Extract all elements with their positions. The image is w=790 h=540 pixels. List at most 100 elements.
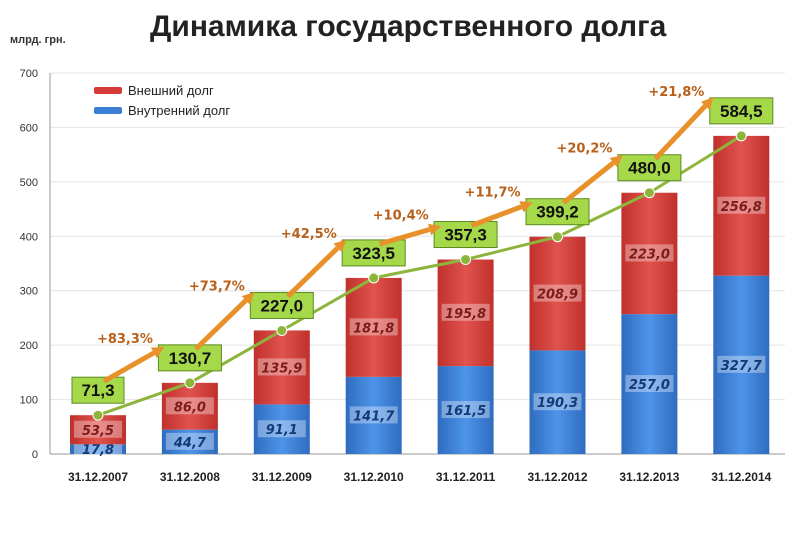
legend: Внешний долг Внутренний долг [90, 78, 235, 122]
bar-external [345, 277, 402, 377]
total-point [552, 231, 563, 243]
y-tick-label: 300 [20, 286, 38, 298]
bar-internal [345, 376, 402, 454]
data-label: 195,8 [445, 307, 486, 322]
total-point [643, 187, 655, 199]
legend-label: Внутренний долг [128, 102, 231, 118]
y-tick-label: 500 [20, 177, 38, 189]
total-point [92, 409, 104, 421]
data-label: 256,8 [721, 200, 762, 215]
total-label: 357,3 [444, 226, 487, 245]
growth-arrow-head [333, 239, 347, 253]
growth-arrow [561, 160, 615, 205]
data-label-bg [717, 196, 766, 214]
data-label: 208,9 [537, 288, 578, 303]
total-label: 227,0 [261, 296, 304, 315]
data-label: 17,8 [82, 443, 114, 458]
total-label: 399,2 [536, 203, 579, 222]
data-label-bg [441, 303, 490, 321]
legend-item-external: Внешний долг [94, 80, 230, 100]
total-box [157, 344, 222, 372]
data-label: 135,9 [261, 361, 302, 376]
growth-label: +83,3% [97, 332, 153, 347]
legend-label: Внешний долг [128, 82, 214, 98]
bar-external [437, 259, 494, 367]
data-label: 181,8 [353, 321, 394, 336]
data-label: 53,5 [82, 424, 114, 439]
x-tick-label: 31.12.2014 [711, 470, 771, 484]
bar-internal [529, 350, 586, 454]
unit-label: млрд. грн. [10, 34, 66, 46]
growth-arrow-head [427, 223, 442, 236]
growth-arrow-head [150, 346, 165, 359]
y-tick-label: 0 [32, 449, 38, 461]
total-line [97, 134, 743, 417]
x-tick-label: 31.12.2010 [344, 470, 404, 484]
growth-arrow [194, 298, 248, 351]
growth-arrow [470, 204, 523, 228]
x-tick-label: 31.12.2012 [527, 470, 587, 484]
bar-internal [161, 429, 218, 454]
growth-arrow [379, 227, 431, 247]
data-label: 327,7 [721, 359, 763, 374]
y-tick-label: 700 [20, 68, 38, 80]
total-label: 323,5 [352, 244, 395, 263]
data-label-bg [257, 358, 306, 376]
y-tick-label: 600 [20, 122, 38, 134]
total-box [709, 97, 774, 125]
data-label-bg [441, 401, 490, 419]
growth-arrow [102, 350, 156, 384]
data-label: 44,7 [173, 436, 207, 451]
bar-external [529, 236, 586, 351]
growth-label: +73,7% [189, 279, 245, 294]
growth-label: +20,2% [556, 142, 612, 157]
legend-swatch-internal [94, 106, 122, 114]
x-tick-label: 31.12.2011 [436, 470, 496, 484]
total-box [341, 239, 406, 267]
data-label: 190,3 [537, 396, 578, 411]
total-box [433, 221, 498, 249]
growth-arrow-head [609, 155, 623, 168]
data-label-bg [349, 318, 398, 336]
data-label: 223,0 [629, 247, 670, 262]
data-label-bg [717, 355, 766, 373]
data-label-bg [349, 406, 398, 424]
total-point [368, 272, 380, 284]
growth-label: +10,4% [373, 209, 429, 224]
total-point [460, 254, 472, 266]
total-label: 71,3 [81, 381, 114, 400]
data-label-bg [165, 397, 214, 415]
y-tick-label: 100 [20, 395, 38, 407]
bar-internal [437, 366, 494, 454]
data-label-bg [257, 420, 306, 438]
bar-internal [713, 275, 770, 454]
data-label: 86,0 [174, 400, 206, 415]
data-label: 161,5 [445, 404, 486, 419]
bar-external [713, 135, 770, 276]
legend-item-internal: Внутренний долг [94, 100, 230, 120]
data-label: 141,7 [353, 409, 395, 424]
total-box [617, 154, 682, 182]
bar-external [621, 192, 678, 315]
y-tick-label: 400 [20, 231, 38, 243]
bar-internal [253, 404, 310, 454]
growth-label: +21,8% [648, 85, 704, 100]
data-label-bg [533, 284, 582, 302]
bar-internal [621, 314, 678, 454]
growth-label: +42,5% [281, 227, 337, 242]
growth-arrow-head [519, 201, 533, 213]
x-tick-label: 31.12.2009 [252, 470, 312, 484]
growth-arrow-head [700, 97, 714, 110]
total-label: 130,7 [169, 349, 212, 368]
bar-internal [70, 444, 126, 454]
data-label-bg [74, 420, 122, 438]
chart-title: Динамика государственного долга [150, 10, 667, 43]
total-box [249, 291, 314, 319]
data-label: 257,0 [629, 378, 670, 393]
growth-arrow [286, 246, 340, 299]
x-tick-label: 31.12.2008 [160, 470, 220, 484]
total-point [735, 130, 747, 142]
total-box [525, 198, 590, 226]
x-tick-label: 31.12.2013 [619, 470, 679, 484]
